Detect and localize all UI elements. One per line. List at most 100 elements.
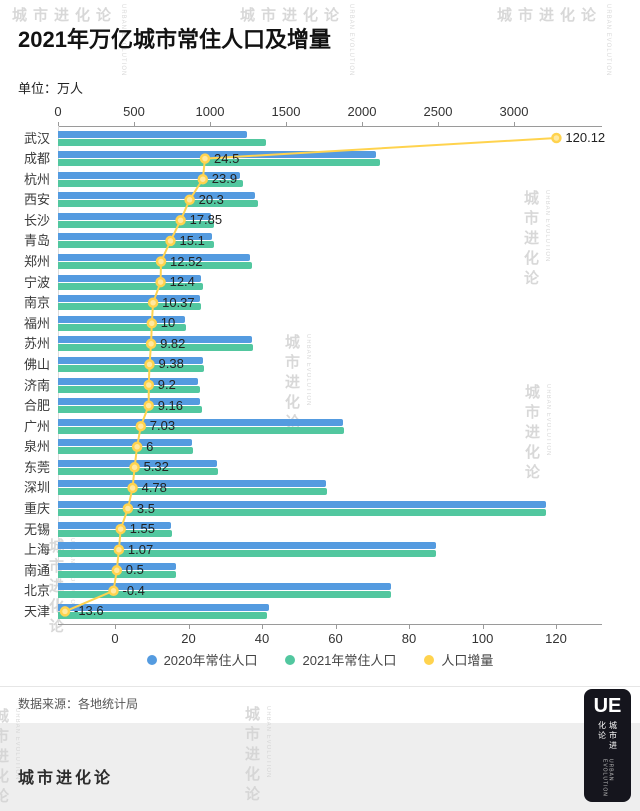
- top-axis-tick-mark: [58, 122, 59, 126]
- page-title: 2021年万亿城市常住人口及增量: [18, 27, 331, 52]
- increment-line: [64, 137, 557, 613]
- bar-2021: [58, 447, 193, 455]
- top-axis-tick: 1000: [195, 104, 225, 119]
- unit-label: 单位：万人: [18, 81, 84, 96]
- bottom-axis-tick-mark: [409, 625, 410, 629]
- bar-2021: [58, 509, 547, 516]
- bar-2021: [58, 262, 252, 269]
- increment-value: 5.32: [143, 459, 169, 475]
- top-axis-tick: 0: [54, 104, 62, 119]
- category-label: 南京: [23, 295, 50, 311]
- increment-value: 9.16: [157, 397, 183, 413]
- top-axis-tick: 2500: [423, 104, 453, 119]
- top-axis-tick: 2000: [347, 104, 377, 119]
- bar-2021: [58, 488, 327, 496]
- top-axis-tick: 3000: [499, 104, 529, 119]
- bottom-axis-tick-mark: [262, 625, 263, 629]
- bar-2021: [58, 467, 219, 475]
- bar-2021: [58, 385, 200, 393]
- increment-value: 24.5: [214, 150, 240, 166]
- bottom-axis-tick-mark: [556, 625, 557, 629]
- increment-value: 0.5: [125, 562, 144, 578]
- bar-2021: [58, 591, 391, 599]
- category-label: 青岛: [23, 233, 50, 249]
- legend-label: 人口增量: [441, 653, 494, 668]
- category-label: 深圳: [23, 480, 50, 496]
- increment-value: 6: [146, 438, 154, 454]
- increment-value: 20.3: [198, 191, 224, 207]
- bar-2020: [58, 583, 391, 591]
- increment-value: 17.85: [189, 212, 223, 228]
- bar-2020: [58, 480, 326, 488]
- brand-name: 城市进化论: [18, 770, 114, 787]
- top-axis-tick-mark: [286, 122, 287, 126]
- bar-2020: [58, 377, 199, 385]
- bottom-axis-line: [58, 624, 602, 625]
- chart-legend: 2020年常住人口 2021年常住人口 人口增量: [0, 650, 640, 669]
- divider-line: [0, 686, 640, 687]
- increment-value: 10: [160, 315, 176, 331]
- category-label: 合肥: [23, 398, 50, 414]
- increment-value: 9.38: [158, 356, 184, 372]
- bar-2020: [58, 212, 211, 220]
- top-axis-tick: 1500: [271, 104, 301, 119]
- bottom-axis-tick-mark: [115, 625, 116, 629]
- logo-cn-text: 城市进化论: [597, 721, 618, 751]
- top-axis-tick-mark: [438, 122, 439, 126]
- increment-value: 10.37: [162, 294, 195, 310]
- legend-item: 人口增量: [424, 650, 493, 669]
- increment-value: 9.82: [160, 335, 186, 351]
- bar-2020: [58, 562, 176, 570]
- bottom-axis-tick-mark: [482, 625, 484, 629]
- bar-2020: [58, 439, 192, 447]
- logo-monogram: UE: [593, 695, 622, 717]
- logo-en-text: URBAN EVOLUTION: [601, 758, 614, 797]
- bar-2020: [58, 336, 252, 344]
- category-label: 广州: [23, 418, 50, 434]
- increment-value: 4.78: [141, 479, 167, 495]
- category-label: 无锡: [23, 521, 50, 537]
- category-label: 东莞: [23, 459, 50, 475]
- category-axis-line: [58, 126, 59, 624]
- top-axis-line: [58, 126, 602, 127]
- increment-value: 1.07: [127, 541, 154, 557]
- increment-value: 15.1: [179, 232, 205, 248]
- bottom-axis-tick: 40: [254, 631, 270, 646]
- top-axis-tick-mark: [210, 122, 211, 126]
- category-label: 福州: [23, 315, 50, 331]
- category-label: 北京: [23, 583, 50, 599]
- increment-value: 7.03: [149, 418, 176, 434]
- top-axis-tick-mark: [514, 122, 515, 126]
- increment-marker: [551, 132, 562, 144]
- top-axis-tick-mark: [362, 122, 363, 126]
- bar-2020: [58, 542, 437, 550]
- legend-item: 2020年常住人口: [146, 650, 258, 669]
- brand-logo: UE 城市进化论 URBAN EVOLUTION: [584, 689, 631, 802]
- bar-2020: [58, 130, 248, 138]
- category-label: 天津: [23, 603, 50, 619]
- increment-value: 12.4: [169, 274, 195, 290]
- increment-value: 9.2: [157, 377, 176, 392]
- category-label: 郑州: [23, 254, 50, 269]
- bar-2021: [58, 344, 254, 352]
- category-label: 成都: [23, 151, 50, 167]
- bar-2020: [58, 501, 546, 508]
- increment-value: 12.52: [170, 253, 203, 269]
- legend-swatch: [424, 654, 435, 665]
- bottom-axis-tick: 80: [401, 631, 417, 646]
- category-label: 佛山: [23, 356, 50, 372]
- increment-value: -13.6: [74, 603, 104, 619]
- legend-label: 2020年常住人口: [163, 653, 258, 668]
- category-label: 上海: [23, 542, 50, 558]
- legend-swatch: [285, 654, 296, 665]
- increment-value: 23.9: [211, 171, 238, 187]
- legend-label: 2021年常住人口: [302, 653, 397, 668]
- category-label: 苏州: [23, 336, 50, 352]
- bar-2021: [58, 200, 258, 208]
- category-label: 长沙: [23, 212, 50, 228]
- category-label: 南通: [23, 562, 50, 578]
- category-label: 武汉: [23, 130, 50, 146]
- increment-value: -0.4: [122, 582, 145, 598]
- category-label: 济南: [23, 377, 50, 393]
